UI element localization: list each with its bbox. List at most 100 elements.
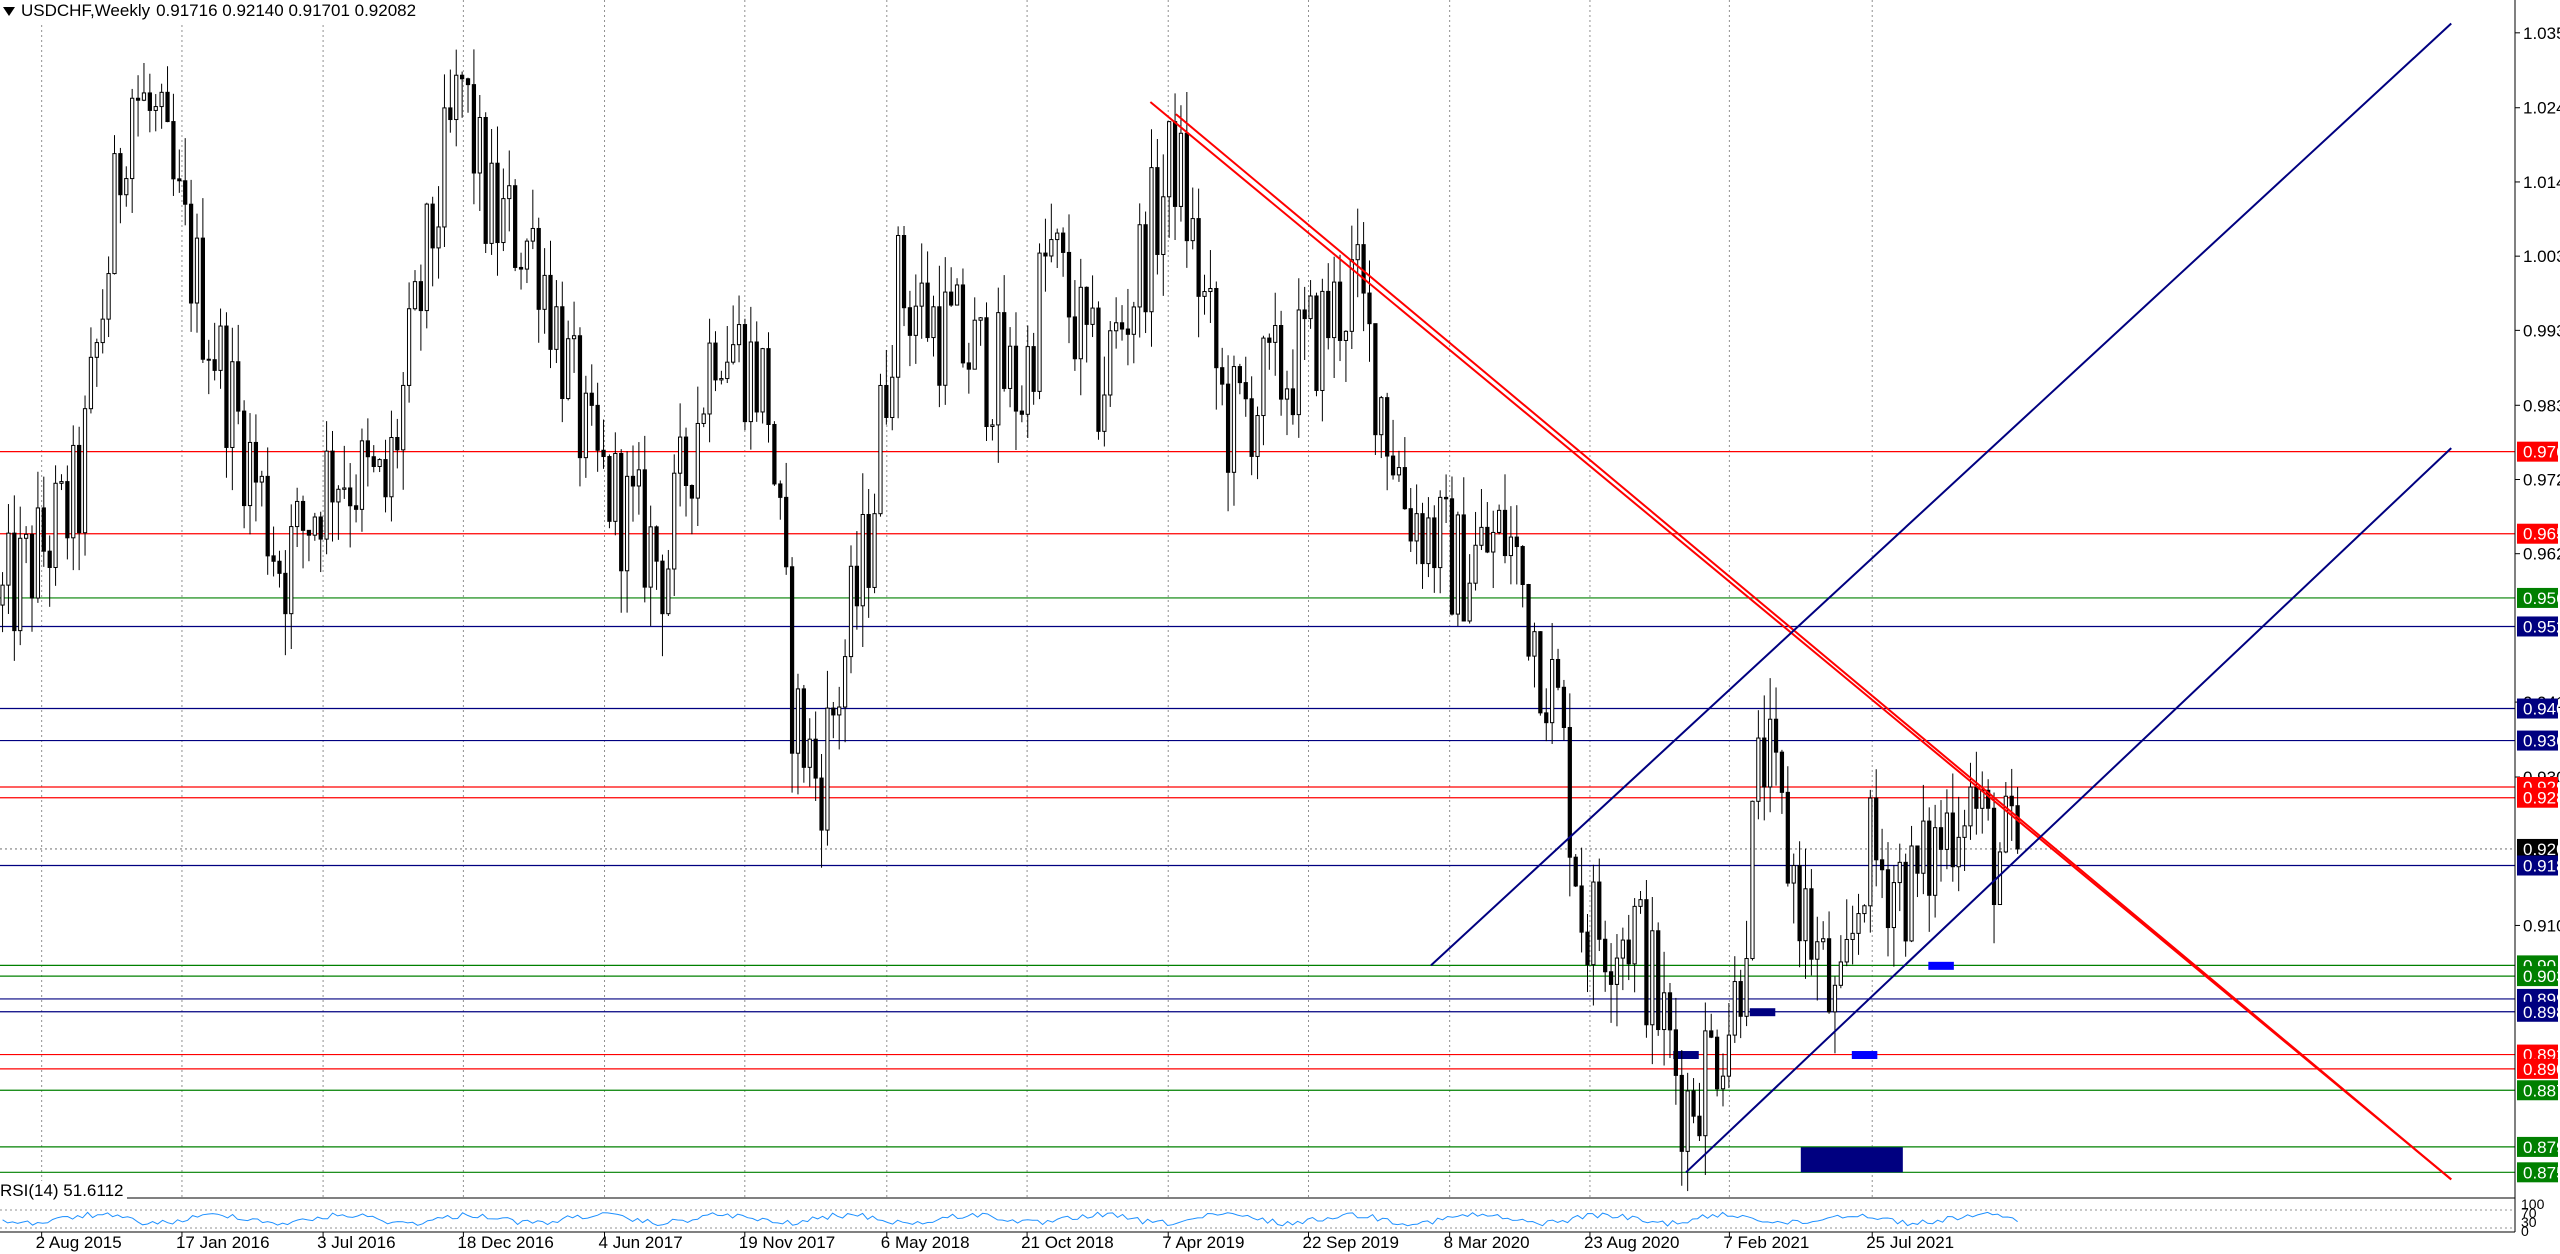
- candle-body: [1208, 288, 1213, 293]
- candle-body: [1184, 132, 1189, 242]
- chart-title-bar: USDCHF,Weekly 0.91716 0.92140 0.91701 0.…: [0, 0, 423, 22]
- candle-body: [1237, 366, 1242, 384]
- candle-body: [118, 153, 123, 196]
- price-tick-label: 0.99350: [2523, 321, 2560, 340]
- candle-body: [884, 384, 889, 418]
- candle-body: [1119, 322, 1125, 330]
- candle-body: [1950, 812, 1955, 868]
- candle-body: [872, 513, 877, 588]
- candle-body: [112, 153, 117, 275]
- candle-body: [1933, 827, 1938, 896]
- level-tag: [2517, 441, 2558, 462]
- candle-body: [1449, 498, 1455, 615]
- candle-body: [371, 456, 376, 467]
- candle-body: [1555, 658, 1561, 688]
- candle-body: [1679, 1074, 1684, 1152]
- candle-body: [283, 572, 288, 615]
- candle-body: [1137, 224, 1142, 308]
- candle-body: [1161, 196, 1166, 255]
- candle-body: [1703, 1030, 1708, 1137]
- candle-body: [401, 384, 406, 451]
- candle-body: [725, 361, 730, 380]
- candle-body: [913, 305, 918, 336]
- candle-body: [866, 513, 871, 588]
- date-tick-label: 23 Aug 2020: [1584, 1233, 1679, 1252]
- ohlc-values: 0.91716 0.92140 0.91701 0.92082: [156, 1, 417, 20]
- candle-body: [489, 162, 494, 244]
- candle-body: [807, 738, 812, 768]
- level-tag-label: 0.91850: [2523, 856, 2560, 875]
- candle-body: [88, 356, 94, 410]
- trendline: [1149, 101, 2452, 1181]
- candle-body: [619, 452, 624, 572]
- candle-body: [1066, 251, 1072, 318]
- candle-body: [1302, 309, 1307, 320]
- candle-body: [1155, 167, 1160, 255]
- candle-body: [1709, 1030, 1714, 1038]
- candle-body: [1756, 737, 1761, 802]
- candle-body: [1502, 509, 1508, 557]
- candle-body: [642, 469, 647, 588]
- candle-body: [831, 707, 836, 716]
- candle-body: [672, 472, 677, 570]
- candle-body: [813, 738, 818, 779]
- candle-body: [1031, 346, 1036, 392]
- candle-body: [1626, 939, 1631, 965]
- rsi-scale-label: 30: [2521, 1214, 2537, 1230]
- candle-body: [896, 235, 901, 378]
- level-tag-label: 0.87550: [2523, 1163, 2560, 1182]
- candle-body: [1650, 930, 1655, 1026]
- candle-body: [683, 436, 689, 487]
- level-tag: [2517, 1162, 2558, 1183]
- candle-body: [1720, 1075, 1726, 1090]
- candle-body: [1826, 938, 1832, 1013]
- candle-body: [795, 688, 801, 754]
- candle-body: [1991, 807, 1997, 906]
- candle-body: [312, 516, 317, 536]
- level-tag: [2517, 1080, 2558, 1101]
- price-tick-label: 0.98300: [2523, 396, 2560, 415]
- candle-body: [1567, 726, 1572, 858]
- candle-body: [1408, 508, 1413, 542]
- candle-body: [819, 777, 824, 831]
- candle-body: [18, 537, 23, 632]
- candle-body: [1473, 544, 1478, 584]
- level-tag: [2517, 523, 2558, 544]
- chart-menu-triangle-icon[interactable]: [3, 6, 15, 16]
- candle-body: [377, 459, 382, 467]
- candle-body: [465, 78, 471, 86]
- candle-body: [1084, 286, 1089, 325]
- candle-body: [206, 358, 211, 361]
- candle-body: [1102, 394, 1107, 432]
- zones: [1673, 961, 1954, 1173]
- candle-body: [931, 306, 936, 339]
- candle-body: [1667, 992, 1673, 1031]
- candle-body: [1426, 517, 1431, 565]
- candle-body: [801, 688, 806, 768]
- candle-body: [1308, 295, 1313, 320]
- candle-body: [1332, 281, 1337, 339]
- candle-body: [1390, 455, 1396, 476]
- candle-body: [1638, 899, 1643, 907]
- candle-body: [1691, 1090, 1696, 1117]
- candle-body: [1355, 244, 1360, 261]
- rsi-indicator-label: RSI(14) 51.6112: [0, 1181, 128, 1201]
- candle-body: [247, 441, 253, 507]
- trendlines: [1149, 22, 2452, 1181]
- candle-body: [754, 341, 759, 413]
- candle-body: [1656, 930, 1661, 1031]
- candle-body: [1320, 290, 1325, 391]
- candle-body: [960, 284, 966, 364]
- candle-body: [1797, 865, 1802, 942]
- zone-rect: [1673, 1051, 1699, 1060]
- candle-body: [471, 84, 477, 174]
- candle-body: [1278, 325, 1284, 400]
- candle-body: [583, 392, 588, 459]
- candle-body: [460, 74, 465, 80]
- level-tag: [2517, 838, 2558, 859]
- symbol-timeframe: USDCHF,Weekly: [21, 1, 151, 20]
- candle-body: [966, 362, 971, 370]
- candle-body: [760, 348, 765, 413]
